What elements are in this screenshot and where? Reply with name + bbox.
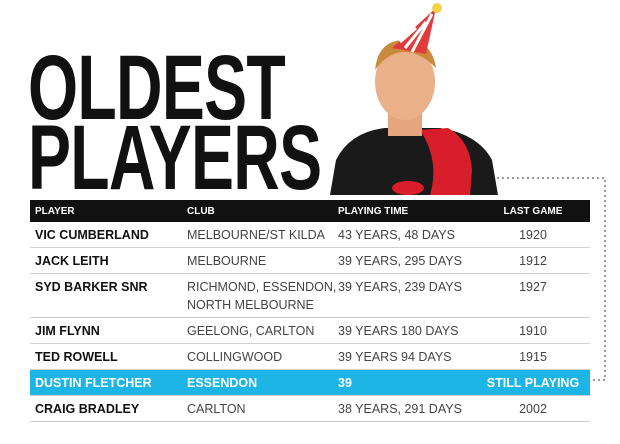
table-row: RICHMOND, ESSENDON, NORTH MELBOURNE SYD B… <box>30 274 590 318</box>
table-cell: 39 YEARS, 295 DAYS <box>338 253 462 268</box>
header-row: PLAYER CLUB PLAYING TIME LAST GAME <box>30 200 590 222</box>
table-cell: TED ROWELL <box>35 349 118 364</box>
sponsor-logo <box>392 181 424 195</box>
table-cell: 38 YEARS, 291 DAYS <box>338 401 462 416</box>
jersey-sash <box>420 128 472 195</box>
hat-stripes <box>399 13 434 53</box>
table-cell: DUSTIN FLETCHER <box>35 375 152 390</box>
table-cell: 1915 <box>519 349 547 364</box>
table: PLAYER CLUB PLAYING TIME LAST GAME VIC CUMBE… <box>30 200 590 422</box>
table-cell: MELBOURNE/ST KILDA <box>187 227 326 242</box>
face <box>375 44 435 120</box>
table-cell: JACK LEITH <box>35 253 109 268</box>
highlighted-row: DUSTIN FLETCHERDUSTIN FLETCHERESSENDON39… <box>30 370 590 396</box>
table-cell: VIC CUMBERLAND <box>35 227 149 242</box>
table-cell: JIM FLYNN <box>35 323 100 338</box>
hat-pompom <box>432 3 442 13</box>
table-cell: 1927 <box>519 279 547 294</box>
table-cell: STILL PLAYING <box>486 375 580 390</box>
table-cell: CARLTON <box>187 401 246 416</box>
table-cell: 39 YEARS 94 DAYS <box>338 349 452 364</box>
table-row: VIC CUMBERLANDVIC CUMBERLANDMELBOURNE/ST… <box>30 222 590 248</box>
table-cell: MELBOURNE <box>187 253 267 268</box>
table-cell: 39 <box>338 375 352 390</box>
column-header: PLAYING TIME <box>338 205 409 217</box>
column-header: CLUB <box>187 205 215 217</box>
table-cell: GEELONG, CARLTON <box>187 323 315 338</box>
table-cell: 39 YEARS, 239 DAYS <box>338 279 462 294</box>
column-header: LAST GAME <box>503 205 563 217</box>
table-cell: CRAIG BRADLEY <box>35 401 140 416</box>
table-cell: 2002 <box>519 401 547 416</box>
table-cell: 1912 <box>519 253 547 268</box>
title-line: PLAYERS <box>28 107 322 209</box>
table-cell: SYD BARKER SNR <box>35 279 148 294</box>
column-header: PLAYER <box>35 205 75 217</box>
table-cell: 1920 <box>519 227 547 242</box>
table-cell: 1910 <box>519 323 547 338</box>
table-cell: RICHMOND, ESSENDON, NORTH MELBOURNE <box>187 279 337 312</box>
table-cell: 39 YEARS 180 DAYS <box>338 323 459 338</box>
table-cell: COLLINGWOOD <box>187 349 283 364</box>
title-line: OLDEST <box>28 37 286 139</box>
table-cell: 43 YEARS, 48 DAYS <box>338 227 455 242</box>
table-cell: ESSENDON <box>187 375 258 390</box>
